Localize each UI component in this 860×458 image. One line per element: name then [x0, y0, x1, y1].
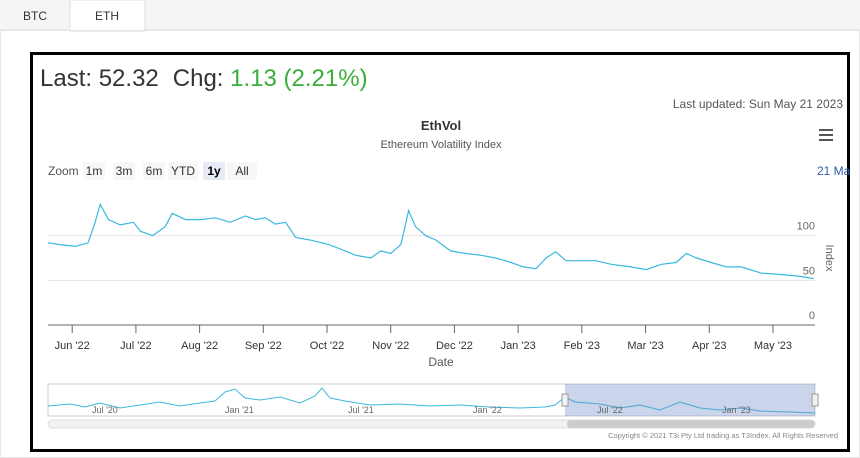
navigator-label: Jan '21	[225, 405, 254, 415]
x-tick-label: Feb '23	[564, 340, 600, 352]
quote: Last: 52.32 Chg: 1.13 (2.21%)	[40, 65, 368, 92]
navigator-label: Jan '23	[722, 405, 751, 415]
zoom-button[interactable]: 6m	[146, 164, 163, 178]
navigator-handle[interactable]	[811, 393, 819, 407]
zoom-button-bg[interactable]	[83, 162, 105, 180]
x-tick-label: Nov '22	[372, 340, 409, 352]
navigator[interactable]: Jul '20 Jan '21 Jul '21 Jan '22 Jul '22 …	[47, 383, 819, 417]
y-tick-label: 50	[803, 265, 815, 277]
last-label: Last:	[40, 65, 92, 92]
menu-bar	[819, 134, 833, 136]
x-tick-label: Oct '22	[310, 340, 345, 352]
y-tick-label: 0	[809, 310, 815, 322]
navigator-line	[47, 387, 816, 414]
tab[interactable]: ETH	[95, 9, 119, 23]
x-tick-label: Mar '23	[627, 340, 663, 352]
x-tick-label: Apr '23	[692, 340, 727, 352]
chart-title: EthVol	[421, 118, 461, 133]
navigator-frame	[47, 383, 816, 417]
chart-subtitle: Ethereum Volatility Index	[380, 139, 502, 151]
menu-button[interactable]	[819, 129, 833, 141]
zoom-button[interactable]: 1y	[207, 164, 221, 178]
zoom-button-bg[interactable]	[203, 162, 225, 180]
navigator-label: Jul '22	[597, 405, 623, 415]
menu-bar	[819, 129, 833, 131]
range-input[interactable]: 21 Ma	[817, 164, 851, 178]
x-tick-label: Jun '22	[55, 340, 90, 352]
zoom-button-bg[interactable]	[168, 162, 198, 180]
last-value: 52.32	[99, 65, 159, 92]
zoom-button-bg[interactable]	[227, 162, 257, 180]
last-updated: Last updated: Sun May 21 2023	[673, 97, 843, 111]
navigator-selection	[565, 384, 815, 416]
navigator-label: Jul '20	[92, 405, 118, 415]
y-tick-label: 100	[797, 221, 815, 233]
x-tick-label: Aug '22	[181, 340, 218, 352]
copyright: Copyright © 2021 T3i Pty Ltd trading as …	[608, 431, 838, 440]
scrollbar-thumb[interactable]	[567, 420, 815, 428]
chg-label: Chg:	[173, 65, 224, 92]
y-axis-title: Index	[823, 245, 835, 272]
zoom-button-bg[interactable]	[143, 162, 165, 180]
navigator-label: Jan '22	[473, 405, 502, 415]
zoom-button[interactable]: All	[235, 164, 248, 178]
zoom-button[interactable]: YTD	[171, 164, 195, 178]
navigator-label: Jul '21	[348, 405, 374, 415]
x-tick-label: Sep '22	[245, 340, 282, 352]
active-tab-bg	[69, 0, 146, 32]
x-tick-label: Jan '23	[501, 340, 536, 352]
x-tick-label: Dec '22	[436, 340, 473, 352]
tab[interactable]: BTC	[23, 9, 47, 23]
x-axis-title: Date	[428, 355, 454, 369]
zoom-button-bg[interactable]	[113, 162, 135, 180]
x-tick-label: Jul '22	[120, 340, 151, 352]
chg-value: 1.13	[230, 65, 277, 92]
zoom-button[interactable]: 3m	[116, 164, 133, 178]
zoom-label: Zoom	[48, 164, 79, 178]
series-line	[47, 202, 814, 280]
zoom-button[interactable]: 1m	[86, 164, 103, 178]
x-tick-label: May '23	[754, 340, 792, 352]
navigator-handle[interactable]	[561, 393, 569, 407]
menu-bar	[819, 139, 833, 141]
chg-pct: (2.21%)	[284, 65, 368, 92]
